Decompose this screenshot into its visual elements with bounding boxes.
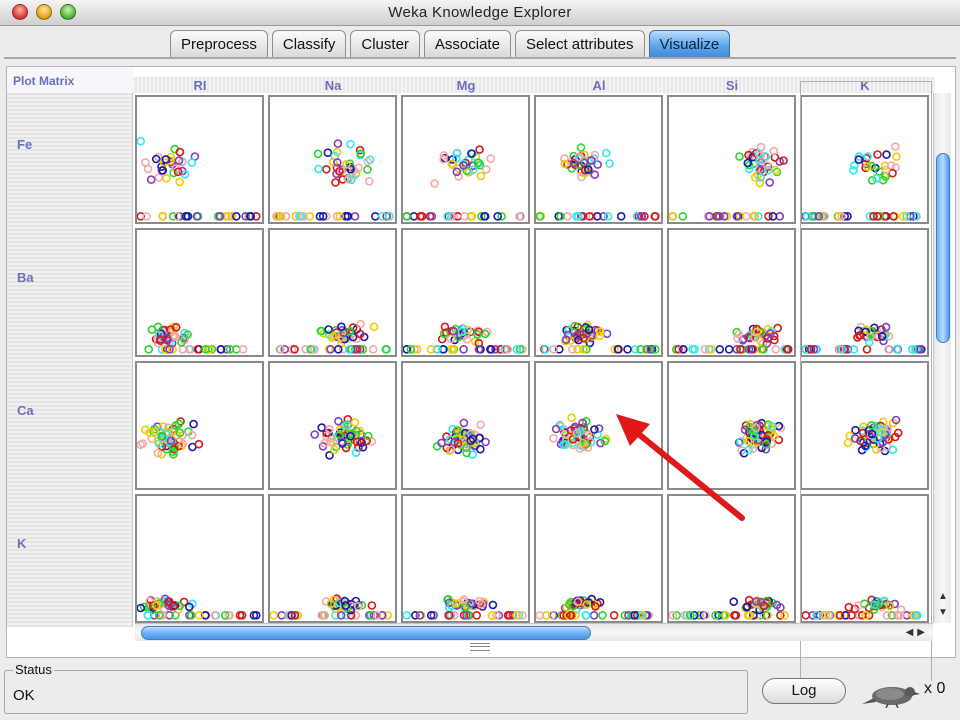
status-title: Status [13,662,54,677]
title-bar: Weka Knowledge Explorer [0,0,960,26]
col-label-ri: RI [193,78,207,93]
tab-cluster[interactable]: Cluster [350,30,420,58]
scatter-cell-k-na[interactable] [268,494,397,623]
scroll-left-right-arrows-icon[interactable]: ◀▶ [905,627,929,638]
status-panel: Status OK [4,662,748,714]
col-label-mg: Mg [456,78,476,93]
col-label-al: Al [592,78,606,93]
scatter-cell-ba-na[interactable] [268,228,397,357]
log-button[interactable]: Log [762,678,846,704]
scatter-cell-k-ri[interactable] [135,494,264,623]
horizontal-scroll-thumb[interactable] [141,626,591,640]
tab-preprocess[interactable]: Preprocess [170,30,268,58]
minimize-window-button[interactable] [36,4,52,20]
col-label-si: Si [725,78,739,93]
scatter-cell-ba-mg[interactable] [401,228,530,357]
scatter-cell-ca-ri[interactable] [135,361,264,490]
scatter-plot-matrix [133,93,935,653]
scatter-cell-ca-mg[interactable] [401,361,530,490]
close-window-button[interactable] [12,4,28,20]
tab-classify[interactable]: Classify [271,30,347,58]
task-count: x 0 [924,680,946,697]
col-label-na: Na [324,78,342,93]
scatter-cell-k-k[interactable] [800,494,929,623]
tab-select-attributes[interactable]: Select attributes [514,30,645,58]
column-header: RI Na Mg Al Si K [133,77,935,93]
scroll-down-arrow-icon[interactable]: ▼ [938,607,948,618]
row-header: Fe Ba Ca K [7,67,133,627]
scatter-cell-fe-k[interactable] [800,95,929,224]
zoom-window-button[interactable] [60,4,76,20]
split-pane-divider[interactable] [470,643,490,651]
weka-bird-icon [862,687,920,708]
scatter-cell-fe-si[interactable] [667,95,796,224]
tab-visualize[interactable]: Visualize [648,30,731,58]
plot-matrix-panel: Fe Ba Ca K Plot Matrix RI Na Mg Al Si K … [6,66,956,681]
tab-divider [4,57,956,59]
scatter-cell-k-mg[interactable] [401,494,530,623]
horizontal-scrollbar[interactable]: ◀▶ [135,623,933,641]
plot-matrix-header: Plot Matrix [7,67,133,93]
row-label-k: K [17,536,27,551]
tab-bar: Preprocess Classify Cluster Associate Se… [170,30,731,58]
row-label-ba: Ba [17,270,34,285]
scatter-cell-fe-mg[interactable] [401,95,530,224]
status-text: OK [13,687,35,704]
scatter-cell-fe-na[interactable] [268,95,397,224]
vertical-scrollbar[interactable]: ▲ ▼ [933,93,951,623]
tab-associate[interactable]: Associate [423,30,511,58]
col-label-k: K [860,78,870,93]
scatter-cell-ba-ri[interactable] [135,228,264,357]
scatter-cell-ca-si[interactable] [667,361,796,490]
scatter-cell-ca-na[interactable] [268,361,397,490]
scatter-cell-fe-ri[interactable] [135,95,264,224]
row-label-fe: Fe [17,137,33,152]
scatter-cell-ba-k[interactable] [800,228,929,357]
scatter-cell-ca-k[interactable] [800,361,929,490]
scroll-up-arrow-icon[interactable]: ▲ [938,591,948,602]
row-label-ca: Ca [17,403,34,418]
scatter-cell-k-si[interactable] [667,494,796,623]
scatter-cell-ca-al[interactable] [534,361,663,490]
scatter-cell-fe-al[interactable] [534,95,663,224]
vertical-scroll-thumb[interactable] [936,153,950,343]
window-title: Weka Knowledge Explorer [388,4,572,21]
scatter-cell-ba-al[interactable] [534,228,663,357]
scatter-cell-ba-si[interactable] [667,228,796,357]
scatter-cell-k-al[interactable] [534,494,663,623]
